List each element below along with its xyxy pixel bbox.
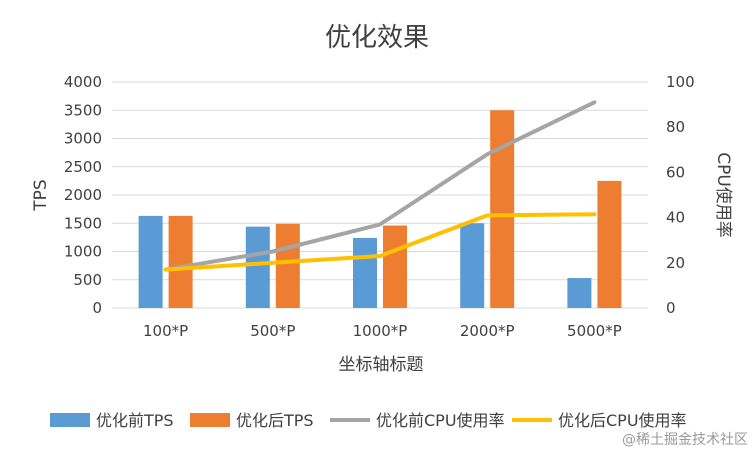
bar-1-0: [168, 215, 193, 308]
bar-0-1: [245, 226, 270, 308]
lines: [163, 100, 597, 272]
y2-tick-label: 60: [666, 163, 685, 181]
legend-label-2: 优化前CPU使用率: [376, 411, 505, 430]
bars: [138, 110, 622, 308]
series-line-3: [163, 212, 597, 272]
y2-tick-label: 20: [666, 254, 685, 272]
chart-title: 优化效果: [325, 23, 429, 53]
x-tick-label: 100*P: [143, 322, 188, 340]
y-tick-label: 3500: [64, 101, 102, 119]
y-tick-label: 1500: [64, 214, 102, 232]
x-tick-label: 5000*P: [567, 322, 622, 340]
bar-0-0: [138, 215, 163, 308]
x-tick-label: 1000*P: [353, 322, 408, 340]
bar-1-1: [275, 223, 300, 308]
y-axis-title: TPS: [31, 179, 51, 211]
bar-0-2: [353, 237, 377, 308]
y2-tick-label: 80: [666, 118, 685, 136]
legend-label-0: 优化前TPS: [96, 411, 174, 430]
gridlines: [112, 81, 648, 309]
series-line-2: [163, 100, 597, 272]
y2-tick-label: 40: [666, 209, 685, 227]
x-tick-label: 500*P: [250, 322, 295, 340]
x-axis-title: 坐标轴标题: [339, 355, 424, 375]
legend-swatch-1: [190, 413, 230, 427]
y-tick-label: 500: [73, 271, 102, 289]
y-tick-label: 2000: [64, 186, 102, 204]
bar-0-4: [567, 278, 592, 308]
legend-swatch-0: [50, 413, 90, 427]
y-tick-label: 4000: [64, 73, 102, 91]
bar-1-4: [597, 180, 622, 308]
y-tick-label: 1000: [64, 243, 102, 261]
y-tick-label: 3000: [64, 130, 102, 148]
x-tick-label: 2000*P: [460, 322, 515, 340]
legend: 优化前TPS 优化后TPS 优化前CPU使用率 优化后CPU使用率: [50, 411, 687, 430]
y-tick-label: 0: [92, 299, 102, 317]
legend-label-1: 优化后TPS: [236, 411, 314, 430]
y2-tick-label: 100: [666, 73, 695, 91]
y2-tick-label: 0: [666, 299, 676, 317]
legend-label-3: 优化后CPU使用率: [558, 411, 687, 430]
ticks: 0 500 1000 1500 2000 2500 3000 3500 4000 0 20 40 60 8…: [64, 73, 695, 340]
bar-1-2: [383, 225, 407, 308]
bar-0-3: [460, 223, 485, 308]
y-tick-label: 2500: [64, 158, 102, 176]
y2-axis-title: CPU使用率: [713, 152, 734, 238]
watermark: @稀土掘金技术社区: [622, 432, 748, 448]
bar-1-3: [490, 110, 515, 308]
